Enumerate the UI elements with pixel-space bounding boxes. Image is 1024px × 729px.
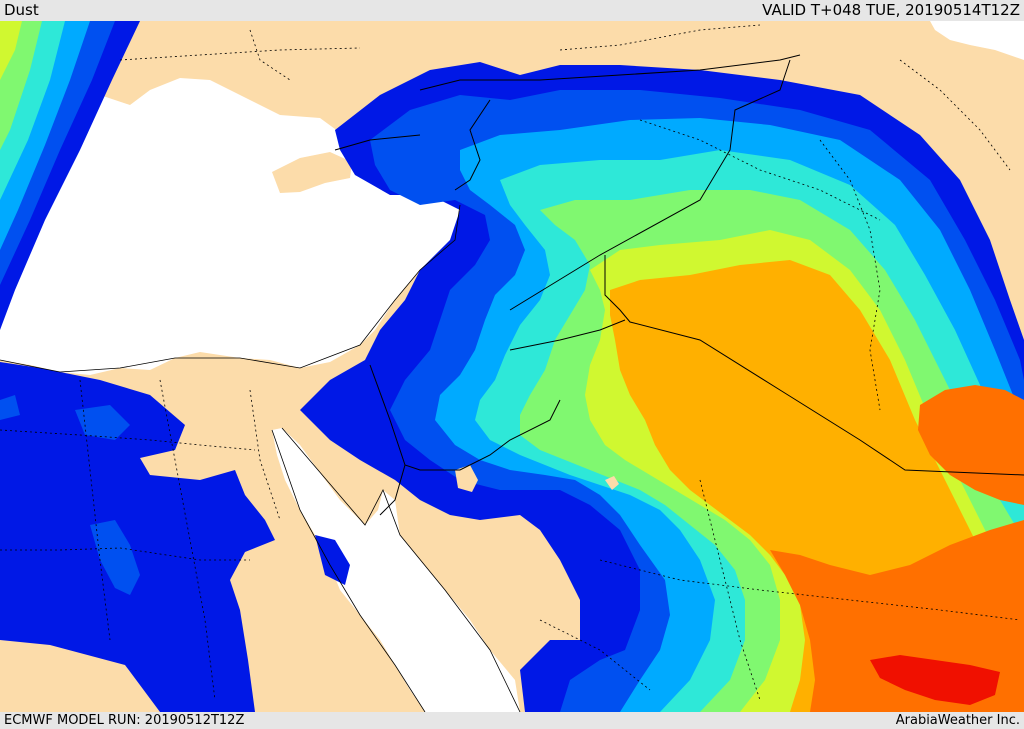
product-title: Dust — [4, 1, 39, 19]
dust-forecast-map — [0, 21, 1024, 712]
dust-plume-level-9 — [870, 655, 1000, 705]
clear-patch-1 — [455, 465, 478, 492]
caspian-sea — [930, 21, 1024, 60]
country-borders — [334, 54, 1024, 516]
coastlines — [0, 204, 521, 712]
clear-patch-2 — [605, 476, 619, 490]
dust-sinai — [315, 535, 350, 585]
dust-egypt-4 — [0, 395, 20, 420]
red-sea — [272, 428, 520, 712]
mediterranean-sea — [0, 25, 460, 375]
valid-time-label: VALID T+048 TUE, 20190514T12Z — [762, 1, 1020, 19]
dust-egypt-1 — [0, 362, 275, 712]
dust-egypt-3 — [90, 520, 140, 595]
cyprus-island — [272, 152, 352, 193]
map-header: Dust VALID T+048 TUE, 20190514T12Z — [0, 0, 1024, 21]
dust-egypt-2 — [75, 405, 130, 440]
admin-borders — [0, 24, 1021, 701]
map-footer: ECMWF MODEL RUN: 20190512T12Z ArabiaWeat… — [0, 712, 1024, 729]
dust-plume-level-8b — [918, 385, 1024, 505]
clear-patch-3 — [588, 592, 612, 618]
model-run-label: ECMWF MODEL RUN: 20190512T12Z — [4, 713, 245, 728]
dust-aegean-6 — [0, 21, 22, 80]
credit-label: ArabiaWeather Inc. — [895, 713, 1020, 728]
